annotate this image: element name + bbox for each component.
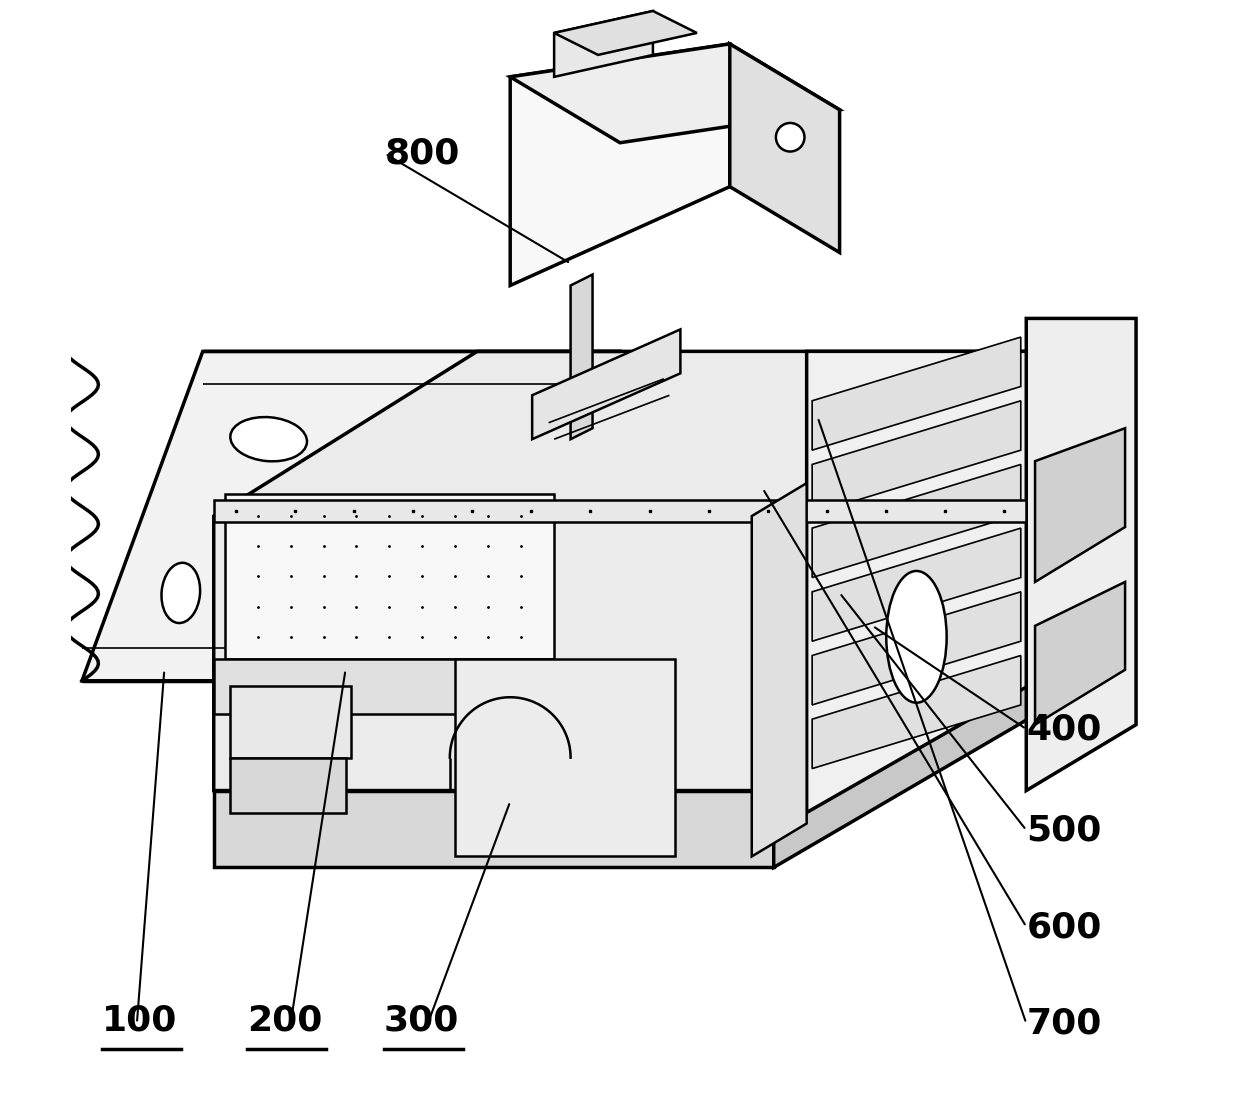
Polygon shape <box>510 44 839 143</box>
Text: 600: 600 <box>1027 910 1101 944</box>
Polygon shape <box>1035 582 1125 725</box>
Polygon shape <box>213 791 774 867</box>
Polygon shape <box>554 11 697 55</box>
Polygon shape <box>1035 428 1125 582</box>
Text: 200: 200 <box>247 1004 322 1038</box>
Polygon shape <box>774 615 1037 867</box>
Polygon shape <box>812 401 1021 514</box>
Polygon shape <box>812 337 1021 450</box>
Polygon shape <box>213 351 1037 791</box>
Polygon shape <box>807 351 1037 813</box>
Text: 400: 400 <box>1027 713 1101 747</box>
Ellipse shape <box>231 417 308 461</box>
Ellipse shape <box>887 571 946 703</box>
Polygon shape <box>510 44 730 285</box>
Polygon shape <box>213 500 1027 522</box>
Polygon shape <box>532 329 681 439</box>
Ellipse shape <box>161 563 200 623</box>
Polygon shape <box>554 11 653 77</box>
Text: 700: 700 <box>1027 1007 1101 1041</box>
Polygon shape <box>455 659 675 856</box>
Polygon shape <box>751 483 807 856</box>
Polygon shape <box>1027 318 1136 791</box>
Text: 800: 800 <box>386 136 460 170</box>
Polygon shape <box>812 528 1021 641</box>
Polygon shape <box>812 592 1021 705</box>
Polygon shape <box>213 659 554 714</box>
Text: 500: 500 <box>1027 814 1101 848</box>
Text: 100: 100 <box>102 1004 177 1038</box>
Polygon shape <box>812 464 1021 578</box>
Polygon shape <box>730 44 839 253</box>
Polygon shape <box>812 656 1021 769</box>
Polygon shape <box>231 758 346 813</box>
Polygon shape <box>224 494 554 659</box>
Circle shape <box>776 123 805 152</box>
Polygon shape <box>570 274 593 439</box>
Polygon shape <box>82 351 620 681</box>
Text: 300: 300 <box>384 1004 459 1038</box>
Polygon shape <box>231 686 351 758</box>
